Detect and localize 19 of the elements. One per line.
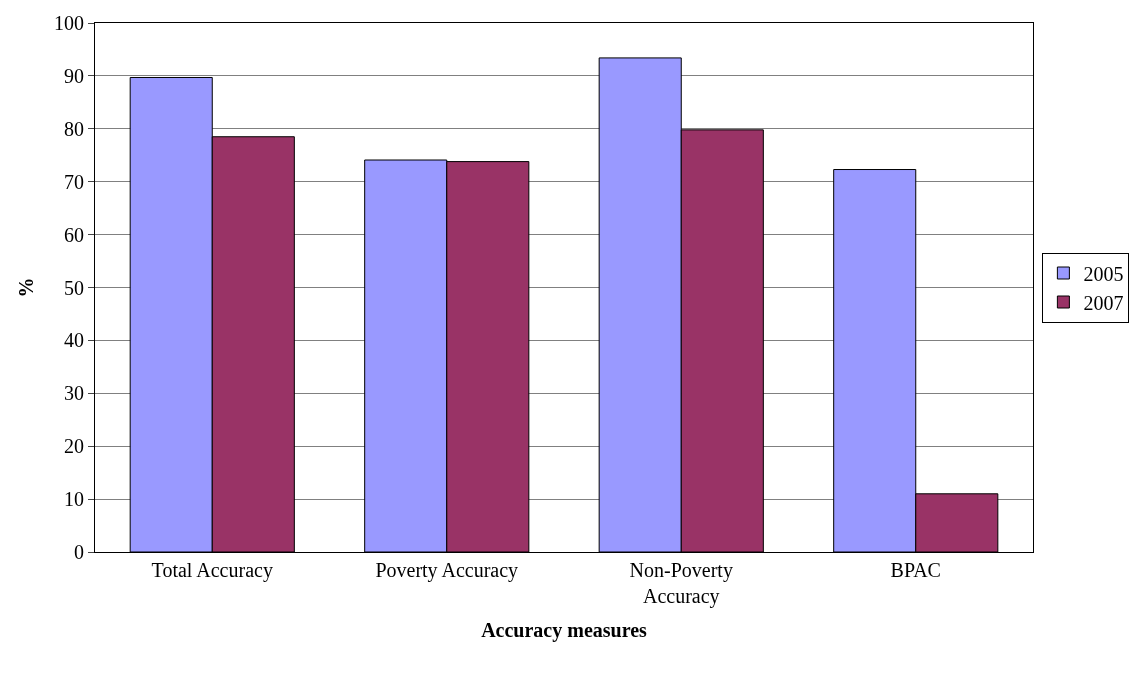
y-tick-label: 30 <box>64 382 84 405</box>
y-tick-label: 70 <box>64 170 84 193</box>
y-tick-label: 10 <box>64 488 84 511</box>
y-tick-label: 20 <box>64 435 84 458</box>
x-axis-title: Accuracy measures <box>481 618 648 642</box>
y-tick-label: 40 <box>64 329 84 352</box>
y-tick-label: 100 <box>54 12 84 34</box>
x-tick-label: Poverty Accuracy <box>375 559 519 582</box>
legend-label: 2007 <box>1083 291 1124 314</box>
y-tick-label: 50 <box>64 276 84 299</box>
y-tick-label: 60 <box>64 223 84 246</box>
legend-label: 2005 <box>1083 262 1124 285</box>
y-tick-label: 0 <box>74 541 84 563</box>
x-tick-label: BPAC <box>890 559 941 581</box>
y-tick-label: 80 <box>64 117 84 140</box>
y-tick-label: 90 <box>64 64 84 87</box>
y-axis-title: % <box>14 277 37 298</box>
x-tick-label: Total Accuracy <box>151 559 273 582</box>
x-tick-label: Non-Poverty Accuracy <box>629 559 733 608</box>
